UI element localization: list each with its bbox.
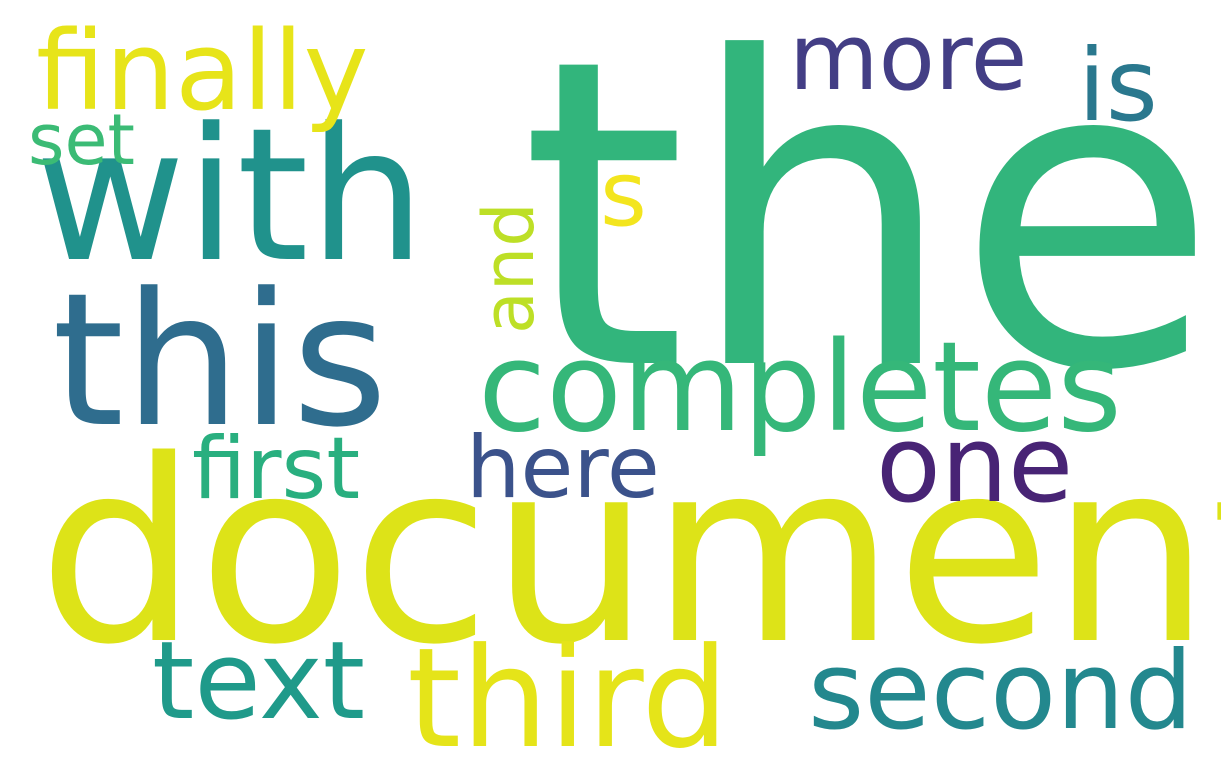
word-with: with xyxy=(35,89,426,303)
word-more: more xyxy=(789,4,1028,111)
word-finally: finally xyxy=(36,7,369,135)
word-the: the xyxy=(520,0,1218,464)
word-set: set xyxy=(28,99,135,181)
word-third: third xyxy=(407,618,729,777)
word-text: text xyxy=(152,619,366,744)
word-and: and xyxy=(468,202,550,334)
word-second: second xyxy=(808,629,1194,754)
word-this: this xyxy=(52,254,388,468)
word-completes: completes xyxy=(478,316,1122,460)
word-document: document xyxy=(38,407,1221,700)
word-is: is xyxy=(1078,27,1158,144)
word-here: here xyxy=(466,418,660,518)
word-first: first xyxy=(192,419,361,519)
word-s: s xyxy=(600,142,647,247)
word-one: one xyxy=(876,403,1074,526)
